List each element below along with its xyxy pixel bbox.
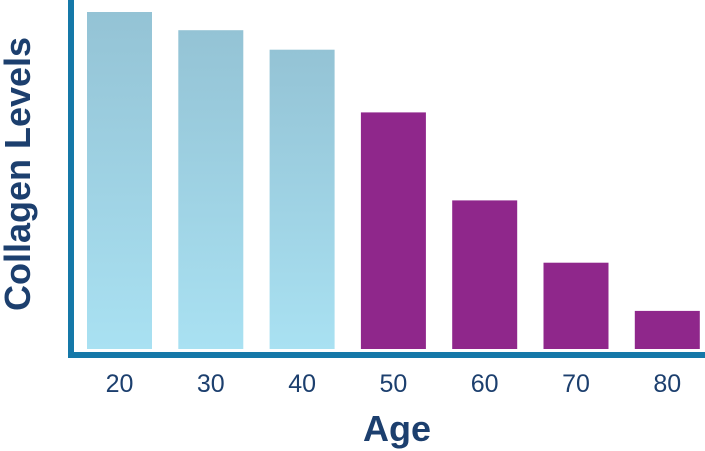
bar-age-60 <box>452 200 518 349</box>
x-tick-label: 60 <box>471 370 499 398</box>
bars-group <box>87 12 700 350</box>
bar-age-40 <box>269 49 335 349</box>
x-tick-label: 70 <box>562 370 590 398</box>
bar-age-30 <box>178 30 244 349</box>
y-axis-label: Collagen Levels <box>0 37 38 311</box>
x-tick-label: 30 <box>197 370 225 398</box>
x-tick-label: 50 <box>379 370 407 398</box>
x-axis-label: Age <box>363 408 431 449</box>
x-tick-label: 80 <box>653 370 681 398</box>
bar-age-80 <box>634 310 700 349</box>
x-tick-label: 40 <box>288 370 316 398</box>
x-tick-labels: 20 30 40 50 60 70 80 <box>106 370 682 398</box>
x-tick-label: 20 <box>106 370 134 398</box>
bar-age-70 <box>543 262 609 349</box>
bar-age-50 <box>360 112 426 350</box>
bar-age-20 <box>87 12 152 349</box>
